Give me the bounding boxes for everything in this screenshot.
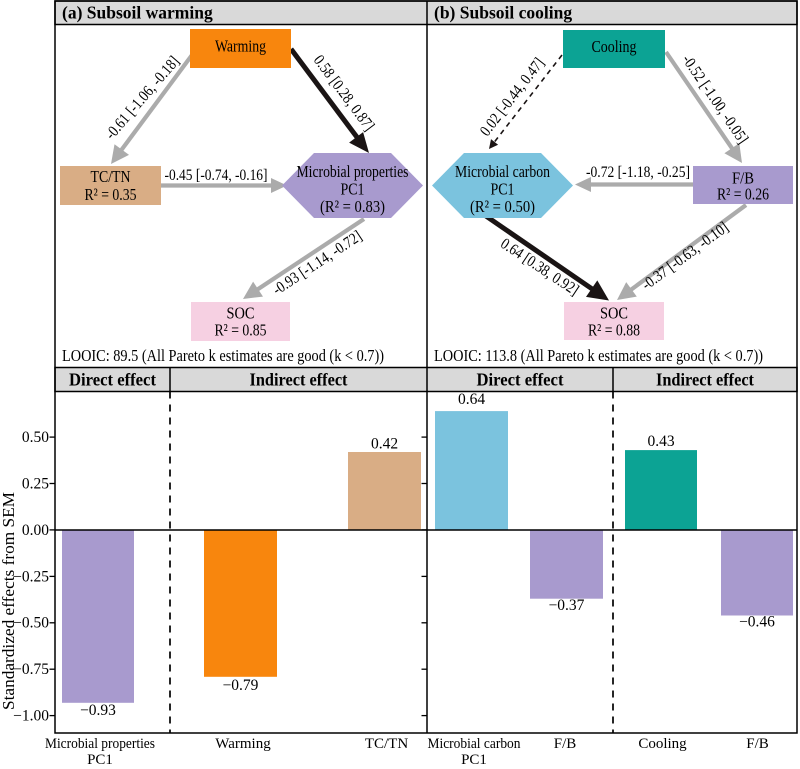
svg-text:-0.52 [-1.00, -0.05]: -0.52 [-1.00, -0.05] (678, 52, 751, 147)
svg-text:F/B: F/B (746, 736, 769, 752)
svg-text:Microbial properties: Microbial properties (297, 162, 409, 181)
svg-text:0.43: 0.43 (647, 433, 674, 450)
svg-text:−0.93: −0.93 (80, 702, 116, 719)
svg-text:Indirect effect: Indirect effect (656, 370, 754, 390)
svg-text:(R² = 0.83): (R² = 0.83) (320, 197, 385, 216)
svg-text:-0.61 [-1.06, -0.18]: -0.61 [-1.06, -0.18] (102, 53, 183, 143)
svg-text:-0.93 [-1.14, -0.72]: -0.93 [-1.14, -0.72] (270, 228, 365, 299)
svg-text:−0.25: −0.25 (13, 568, 49, 585)
svg-text:Warming: Warming (215, 37, 266, 56)
svg-text:0.02 [-0.44, 0.47]: 0.02 [-0.44, 0.47] (477, 55, 548, 140)
svg-text:F/B: F/B (732, 169, 754, 188)
svg-text:Cooling: Cooling (638, 736, 687, 752)
svg-text:0.00: 0.00 (22, 522, 49, 539)
svg-text:LOOIC: 89.5 (All Pareto k esti: LOOIC: 89.5 (All Pareto k estimates are … (62, 346, 384, 365)
svg-text:0.42: 0.42 (371, 436, 398, 453)
svg-text:0.50: 0.50 (22, 429, 49, 446)
svg-text:LOOIC: 113.8 (All Pareto k est: LOOIC: 113.8 (All Pareto k estimates are… (434, 346, 763, 365)
svg-text:PC1: PC1 (341, 180, 365, 199)
svg-text:R² = 0.26: R² = 0.26 (717, 185, 769, 204)
svg-text:−0.37: −0.37 (549, 597, 585, 614)
svg-text:PC1: PC1 (461, 752, 487, 768)
svg-text:(a) Subsoil warming: (a) Subsoil warming (62, 3, 213, 23)
svg-text:Direct effect: Direct effect (477, 370, 564, 390)
svg-text:PC1: PC1 (491, 180, 515, 199)
svg-text:Warming: Warming (215, 736, 271, 752)
svg-text:−1.00: −1.00 (13, 708, 49, 725)
svg-text:-0.72 [-1.18, -0.25]: -0.72 [-1.18, -0.25] (586, 164, 690, 181)
svg-text:SOC: SOC (227, 304, 255, 323)
svg-text:-0.45 [-0.74, -0.16]: -0.45 [-0.74, -0.16] (165, 167, 268, 184)
svg-text:Microbial carbon: Microbial carbon (455, 162, 550, 181)
svg-text:0.64: 0.64 (458, 391, 485, 408)
svg-text:−0.75: −0.75 (13, 661, 49, 678)
svg-text:R² = 0.85: R² = 0.85 (215, 321, 267, 340)
svg-text:Indirect effect: Indirect effect (250, 370, 348, 390)
svg-text:-0.37 [-0.63, -0.10]: -0.37 [-0.63, -0.10] (639, 219, 732, 294)
svg-text:TC/TN: TC/TN (91, 167, 131, 186)
svg-text:(b) Subsoil cooling: (b) Subsoil cooling (434, 3, 572, 23)
svg-text:−0.50: −0.50 (13, 615, 49, 632)
svg-text:Standardized effects from SEM: Standardized effects from SEM (0, 492, 18, 710)
svg-text:Microbial carbon: Microbial carbon (428, 736, 521, 752)
svg-text:−0.46: −0.46 (739, 614, 775, 631)
svg-text:SOC: SOC (600, 304, 628, 323)
svg-text:(R² = 0.50): (R² = 0.50) (470, 197, 535, 216)
svg-text:0.25: 0.25 (22, 475, 49, 492)
svg-text:−0.79: −0.79 (223, 677, 259, 694)
svg-text:F/B: F/B (554, 736, 577, 752)
svg-text:Direct effect: Direct effect (69, 370, 156, 390)
svg-text:Cooling: Cooling (592, 37, 637, 56)
svg-text:R² = 0.35: R² = 0.35 (85, 185, 137, 204)
svg-text:TC/TN: TC/TN (365, 736, 408, 752)
svg-text:PC1: PC1 (87, 752, 113, 768)
svg-text:0.64 [0.38, 0.92]: 0.64 [0.38, 0.92] (497, 235, 581, 299)
svg-text:R² = 0.88: R² = 0.88 (588, 321, 640, 340)
svg-text:Microbial properties: Microbial properties (45, 736, 155, 752)
